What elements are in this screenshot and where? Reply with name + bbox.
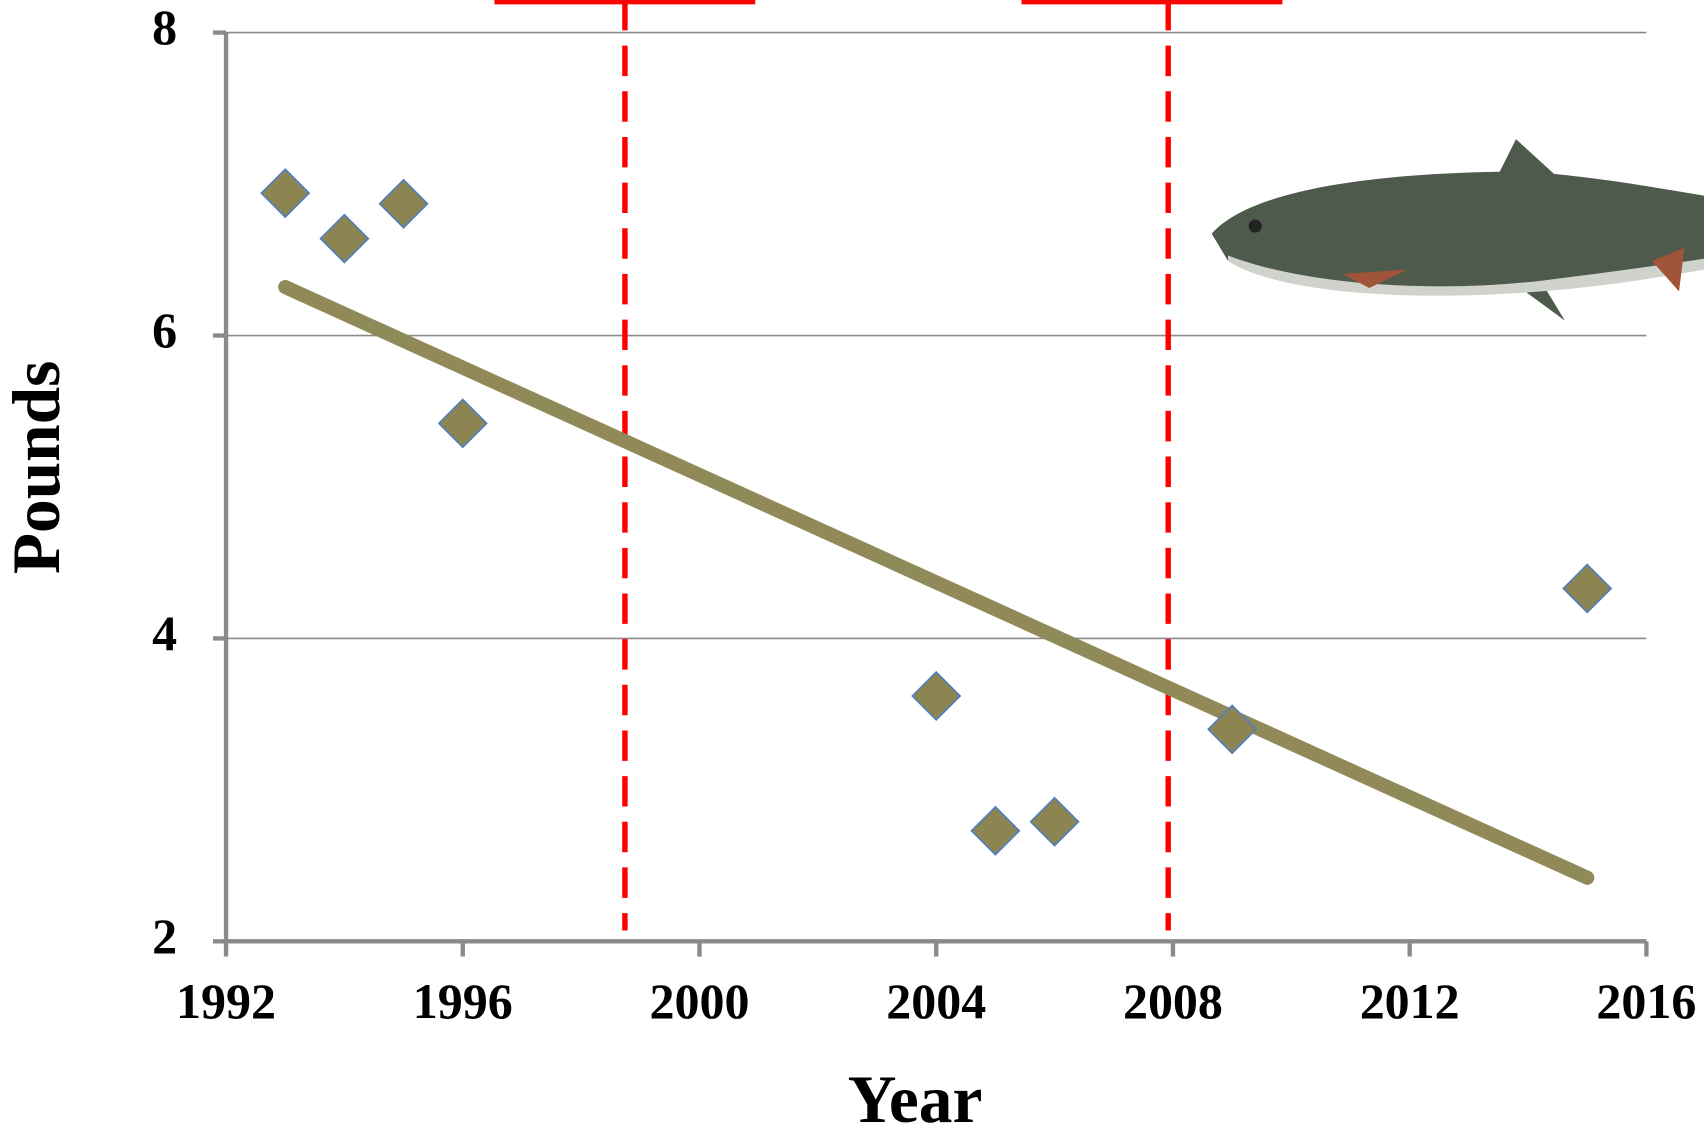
x-tick-label: 2016	[1596, 973, 1696, 1029]
data-point	[970, 805, 1021, 856]
callout-box	[1021, 0, 1283, 5]
x-tick-label: 2000	[650, 973, 750, 1029]
y-tick-label: 2	[152, 908, 177, 964]
y-tick-label: 4	[152, 605, 177, 661]
y-tick-label: 8	[152, 0, 177, 55]
data-point	[911, 670, 962, 722]
data-point	[1207, 704, 1258, 755]
data-point	[437, 398, 488, 449]
x-tick-label: 2008	[1123, 973, 1223, 1029]
x-tick-label: 1996	[413, 973, 513, 1029]
y-tick-label: 6	[152, 302, 177, 358]
data-point	[260, 168, 311, 219]
data-point	[1562, 563, 1613, 614]
data-point	[1029, 796, 1080, 847]
x-tick-label: 2004	[886, 973, 986, 1029]
x-axis-title: Year	[848, 1062, 983, 1137]
data-point	[319, 213, 370, 264]
x-tick-label: 2012	[1360, 973, 1460, 1029]
trend-line	[278, 279, 1595, 885]
y-axis-title: Pounds	[0, 361, 74, 575]
fish-illustration	[1211, 139, 1704, 321]
data-point	[378, 178, 429, 229]
x-tick-label: 1992	[176, 973, 276, 1029]
